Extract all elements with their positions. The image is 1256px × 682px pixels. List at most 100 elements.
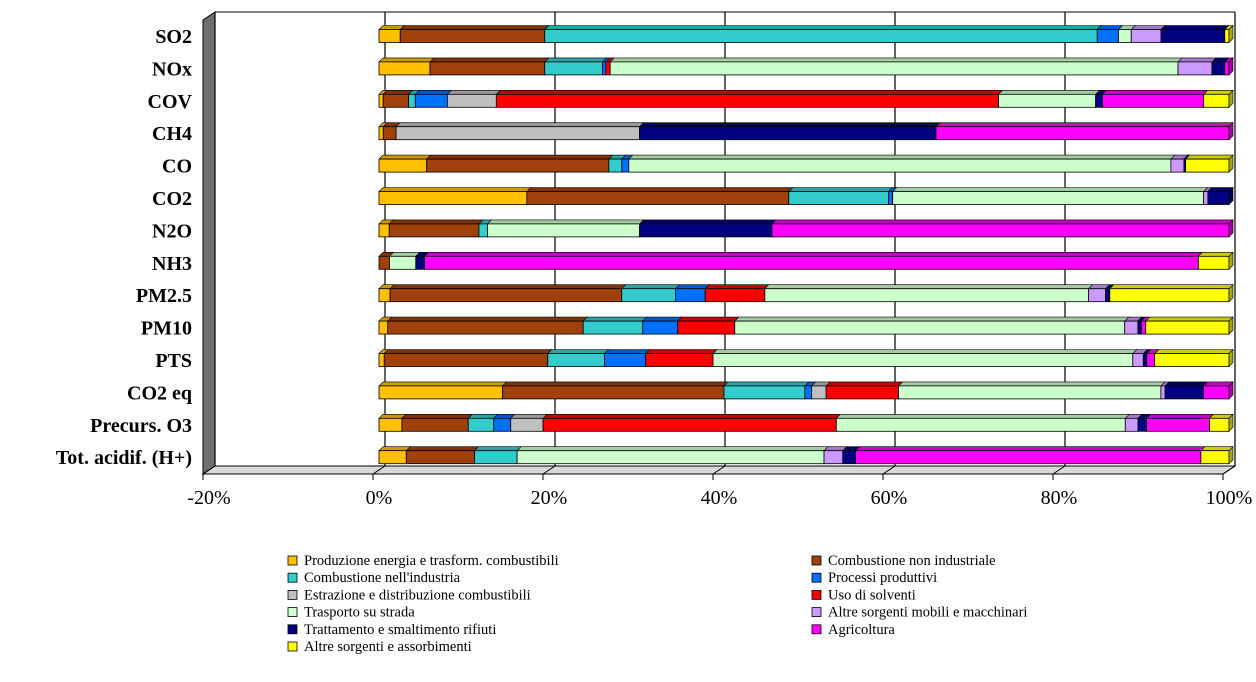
gridline-floor-3 [712,465,726,475]
bar-segment-2-4 [446,93,497,108]
bar-segment-9-8 [1137,320,1142,335]
x-tick-label-5: 80% [1041,487,1078,509]
bar-segment-10-10 [1154,353,1230,367]
bar-segment-0-8 [1160,29,1226,43]
bar-segment-1-3 [602,61,607,76]
bar-segment-6-2 [478,223,488,238]
bar-top-9-2 [582,316,648,322]
bar-top-5-1 [526,187,794,192]
bar-top-10-10 [1153,349,1234,354]
bar-top-1-1 [429,57,550,63]
category-label-12: Precurs. O3 [90,415,192,437]
bar-segment-7-8 [415,255,425,270]
bar-segment-11-1 [502,385,725,400]
bar-segment-7-10 [1197,255,1230,270]
legend-swatch-0 [287,555,298,566]
category-label-6: N2O [152,220,192,242]
bar-segment-13-1 [405,450,475,465]
bar-segment-1-5 [605,61,611,76]
bar-top-0-1 [399,25,550,30]
bar-segment-2-2 [408,93,416,108]
bar-segment-7-1 [378,255,390,270]
bar-top-9-5 [677,316,740,322]
bar-segment-11-9 [1203,385,1230,400]
bar-top-4-6 [628,154,1176,160]
bar-segment-5-8 [1207,191,1230,205]
gridline-floor-1 [372,465,386,475]
category-label-1: NOx [152,58,192,80]
bar-top-2-5 [495,90,1004,95]
legend-swatch-4 [287,590,298,600]
bar-segment-8-10 [1109,288,1230,303]
bar-top-12-6 [835,413,1131,419]
category-label-5: CO2 [152,188,192,210]
bar-segment-6-6 [487,223,640,238]
bar-top-8-5 [704,284,770,290]
category-label-13: Tot. acidif. (H+) [56,447,192,469]
bar-segment-11-8 [1164,385,1204,400]
bar-segment-0-7 [1130,29,1162,43]
legend-swatch-10 [287,641,298,652]
bar-top-13-10 [1200,446,1234,452]
bar-segment-2-8 [1095,93,1103,108]
bar-top-6-6 [486,219,645,225]
bar-segment-10-5 [645,353,714,367]
bar-segment-5-1 [526,191,790,205]
category-label-0: SO2 [155,26,192,48]
bar-segment-10-1 [383,353,549,367]
bar-top-8-10 [1109,284,1234,290]
bar-segment-8-5 [704,288,766,303]
left-wall [202,11,216,475]
category-label-2: COV [148,91,193,113]
legend-label-6: Trasporto su strada [304,605,415,621]
legend-swatch-2 [287,572,298,583]
bar-segment-11-2 [723,385,806,400]
gridline-floor-5 [1052,465,1066,475]
bar-top-10-2 [547,349,610,354]
category-label-9: PM10 [141,318,192,340]
bar-segment-9-10 [1145,320,1230,335]
bar-end-cap-12 [1228,413,1234,433]
bar-segment-8-3 [674,288,706,303]
bar-segment-2-6 [998,93,1097,108]
bar-segment-1-1 [429,61,546,76]
bar-segment-5-3 [888,191,894,205]
bar-top-6-8 [638,219,777,225]
category-label-10: PTS [155,350,192,372]
bar-top-11-6 [897,381,1166,387]
legend-label-3: Processi produttivi [828,570,937,586]
bar-top-0-7 [1130,25,1166,30]
bar-top-11-8 [1164,381,1209,387]
bar-end-cap-9 [1228,316,1234,335]
bar-segment-0-1 [399,29,546,43]
bar-segment-1-8 [1211,61,1226,76]
bar-top-10-3 [603,349,651,354]
bar-segment-6-1 [388,223,480,238]
bar-segment-13-9 [855,450,1202,465]
bar-segment-10-9 [1146,353,1156,367]
legend-label-8: Trattamento e smaltimento rifiuti [304,622,496,638]
bar-segment-1-0 [378,61,431,76]
bar-top-11-1 [501,381,729,387]
bar-segment-12-3 [493,417,512,432]
bar-segment-3-8 [639,126,937,141]
bar-segment-11-4 [811,385,827,400]
x-tick-label-3: 40% [701,487,738,509]
bar-segment-0-2 [544,29,1098,43]
bar-segment-8-8 [1105,288,1111,303]
bar-top-2-1 [382,90,414,95]
bar-top-5-2 [788,187,894,192]
bar-segment-0-0 [378,29,401,43]
bar-segment-8-1 [389,288,623,303]
bar-top-8-2 [621,284,681,290]
bar-end-cap-8 [1228,283,1234,303]
bar-end-cap-4 [1228,154,1234,173]
bar-segment-12-7 [1124,417,1139,432]
bar-top-12-2 [467,413,499,419]
bar-segment-11-5 [825,385,899,400]
bar-segment-2-10 [1203,93,1230,108]
bar-segment-2-1 [382,93,409,108]
bar-segment-4-10 [1185,158,1230,173]
bar-end-cap-0 [1228,24,1234,44]
bar-segment-2-3 [414,93,448,108]
